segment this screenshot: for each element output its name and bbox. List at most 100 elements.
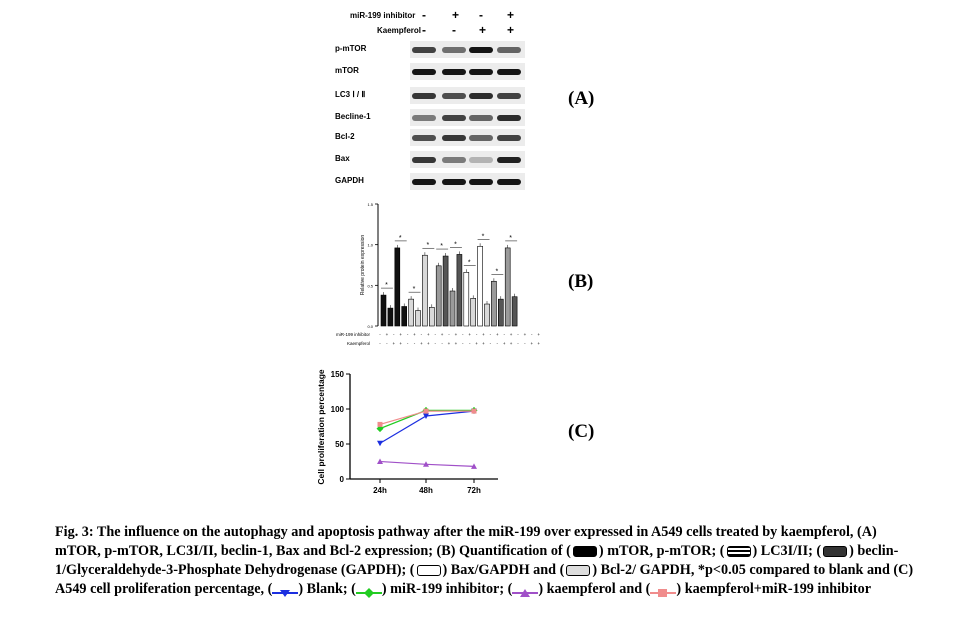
row-sign: + <box>503 341 506 346</box>
row-sign: + <box>427 332 430 337</box>
y-tick-label: 1.0 <box>367 243 373 248</box>
significance-star: * <box>482 233 485 240</box>
blot-band <box>497 179 521 185</box>
condition-sign: - <box>479 8 483 22</box>
significance-star: * <box>385 282 388 289</box>
bar <box>456 254 463 327</box>
data-point <box>471 463 477 469</box>
blot-label: mTOR <box>335 66 359 75</box>
row-sign: - <box>462 341 464 346</box>
bar <box>477 245 483 327</box>
row-sign: + <box>386 332 389 337</box>
western-blot-panel: miR-199 inhibitor - + - + Kaempferol - - + + p-mTO… <box>330 8 530 193</box>
x-tick-label: 24h <box>373 486 387 495</box>
blot-label: GAPDH <box>335 176 364 185</box>
row-sign: - <box>476 332 478 337</box>
line-chart: 0 50 100 150 24h 48h 72h Cell proliferation per… <box>316 369 498 495</box>
y-tick-label: 0.5 <box>367 283 373 288</box>
bar <box>401 306 407 327</box>
bar <box>504 247 511 327</box>
x-tick-label: 48h <box>419 486 433 495</box>
blot-band <box>469 69 493 75</box>
row-sign: - <box>421 332 423 337</box>
significance-star: * <box>454 241 457 248</box>
row-sign: - <box>503 332 505 337</box>
row-sign: - <box>407 341 409 346</box>
row-sign: - <box>386 341 388 346</box>
bar-chart: 0.0 0.5 1.0 1.5 Relative protein expression *… <box>336 202 540 346</box>
caption-text-9: ) kaempferol and ( <box>538 581 651 597</box>
row-label: Kaempferol <box>347 341 370 346</box>
legend-swatch-bcl2 <box>566 565 591 577</box>
bar <box>394 247 401 327</box>
condition-sign: + <box>479 23 487 37</box>
condition-label: Kaempferol <box>377 26 422 35</box>
significance-star: * <box>440 243 443 250</box>
bar <box>415 310 421 327</box>
legend-swatch-bax <box>416 565 441 577</box>
row-sign: + <box>399 332 402 337</box>
bar <box>408 298 414 327</box>
blot-band <box>497 135 521 141</box>
row-sign: - <box>379 332 381 337</box>
row-sign: - <box>462 332 464 337</box>
row-sign: + <box>399 341 402 346</box>
blot-band <box>469 157 493 163</box>
bar <box>498 298 504 327</box>
caption-text-10: ) kaempferol+miR-199 inhibitor <box>676 581 872 597</box>
row-sign: + <box>468 332 471 337</box>
blot-band <box>469 47 493 53</box>
caption-text-8: ) miR-199 inhibitor; ( <box>381 581 513 597</box>
row-sign: - <box>441 341 443 346</box>
blot-strip <box>410 151 525 168</box>
row-sign: + <box>392 341 395 346</box>
blot-band <box>497 93 521 99</box>
legend-swatch-lc3 <box>726 546 751 558</box>
row-sign: - <box>524 341 526 346</box>
bar <box>491 280 497 327</box>
blot-band <box>442 69 466 75</box>
significance-star: * <box>413 286 416 293</box>
data-point <box>423 408 429 414</box>
y-tick-label: 50 <box>335 440 344 449</box>
row-sign: + <box>537 341 540 346</box>
condition-sign: - <box>422 23 426 37</box>
panel-c-label: (C) <box>568 421 595 442</box>
bar <box>380 294 387 327</box>
row-sign: + <box>524 332 527 337</box>
bar <box>511 296 518 327</box>
panel-a-label: (A) <box>568 88 595 109</box>
figure-caption: Fig. 3: The influence on the autophagy a… <box>55 523 925 599</box>
significance-star: * <box>399 235 402 242</box>
caption-text-3: ) LC3I/II; ( <box>752 543 822 559</box>
legend-marker-kaempferol <box>512 585 539 597</box>
western-blot: miR-199 inhibitor - + - + Kaempferol - - + + p-mTO… <box>330 8 530 193</box>
row-sign: - <box>414 341 416 346</box>
blot-band <box>442 93 466 99</box>
blot-band <box>412 135 436 141</box>
blot-band <box>469 135 493 141</box>
data-point <box>423 413 429 419</box>
row-sign: + <box>420 341 423 346</box>
blot-strip <box>410 41 525 58</box>
caption-text-7: ) Blank; ( <box>298 581 356 597</box>
blot-band <box>497 47 521 53</box>
blot-label: LC3 Ⅰ / Ⅱ <box>335 90 366 99</box>
bar <box>422 254 428 327</box>
blot-strip <box>410 63 525 80</box>
significance-star: * <box>509 235 512 242</box>
data-point <box>377 440 383 447</box>
blot-band <box>497 69 521 75</box>
panel-b-label: (B) <box>568 271 594 292</box>
blot-band <box>412 157 436 163</box>
blot-label: Bcl-2 <box>335 132 355 141</box>
bar <box>429 306 435 327</box>
row-sign: + <box>413 332 416 337</box>
blot-strip <box>410 109 525 126</box>
row-sign: + <box>482 341 485 346</box>
blot-strip <box>410 173 525 190</box>
blot-strip <box>410 87 525 104</box>
blot-band <box>412 179 436 185</box>
row-sign: + <box>455 341 458 346</box>
x-tick-label: 72h <box>467 486 481 495</box>
